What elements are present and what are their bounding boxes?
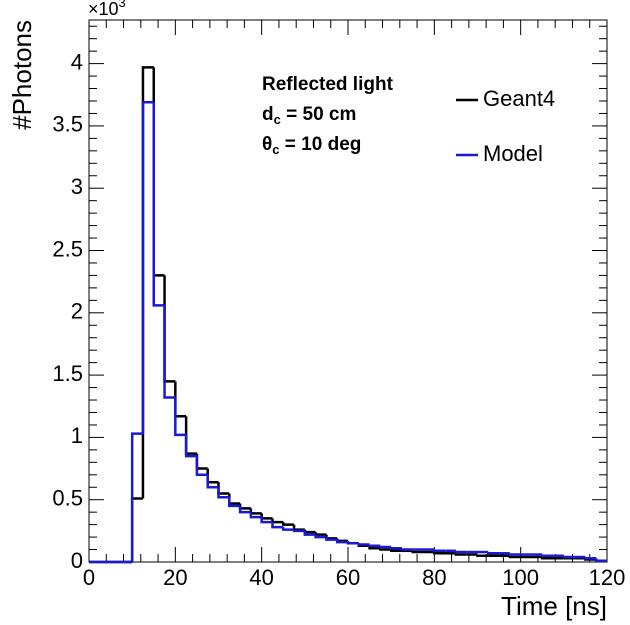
y-tick-label: 0.5 bbox=[52, 486, 83, 511]
y-tick-label: 1.5 bbox=[52, 361, 83, 386]
histogram-bin bbox=[541, 554, 554, 558]
histogram-bin bbox=[195, 456, 208, 477]
histogram-bin bbox=[163, 275, 176, 383]
histogram-bin bbox=[541, 557, 554, 560]
histogram-bin bbox=[314, 532, 327, 536]
histogram-bin bbox=[389, 549, 402, 553]
histogram-bin bbox=[314, 534, 327, 539]
histogram-bin bbox=[249, 512, 262, 519]
histogram-bin bbox=[206, 474, 219, 489]
histogram-bin bbox=[584, 557, 597, 560]
histogram-bin bbox=[174, 381, 187, 418]
annotation-rest: = 50 cm bbox=[281, 104, 357, 125]
legend-label: Geant4 bbox=[483, 86, 555, 111]
histogram-bin bbox=[141, 100, 154, 434]
histogram-bin bbox=[228, 493, 241, 505]
histogram-bin bbox=[260, 513, 273, 520]
histogram-bin bbox=[292, 529, 305, 533]
histogram-bin bbox=[238, 503, 251, 510]
histogram-bin bbox=[325, 534, 338, 540]
histogram-bin bbox=[292, 524, 305, 531]
annotation: dc = 50 cm bbox=[262, 104, 356, 127]
y-tick-label: 3.5 bbox=[52, 112, 83, 137]
histogram-bin bbox=[130, 432, 143, 562]
histogram-bin bbox=[152, 102, 165, 307]
histogram-bin bbox=[508, 553, 521, 556]
histogram-bin bbox=[206, 468, 219, 484]
annotation: θc = 10 deg bbox=[262, 134, 361, 157]
y-tick-label: 1 bbox=[71, 423, 83, 448]
histogram-bin bbox=[238, 505, 251, 514]
histogram-bin bbox=[454, 550, 467, 554]
annotation-sub: c bbox=[274, 112, 281, 127]
histogram-bin bbox=[476, 554, 489, 558]
x-tick-label: 0 bbox=[83, 565, 95, 590]
histogram-bin bbox=[303, 530, 316, 536]
histogram-bin bbox=[217, 487, 230, 499]
histogram-bin bbox=[335, 538, 348, 543]
x-tick-label: 120 bbox=[589, 565, 626, 590]
histogram-bin bbox=[379, 548, 392, 551]
histogram-bin bbox=[184, 434, 197, 458]
histogram-bin bbox=[174, 397, 187, 437]
x-tick-label: 40 bbox=[249, 565, 273, 590]
histogram-bin bbox=[271, 518, 284, 524]
histogram-bin bbox=[271, 522, 284, 529]
histogram-bin bbox=[141, 66, 154, 499]
histogram-bin bbox=[335, 539, 348, 544]
histogram-bin bbox=[562, 555, 575, 559]
histogram-bin bbox=[217, 482, 230, 495]
histogram-bin bbox=[228, 497, 241, 508]
histogram-bin bbox=[195, 453, 208, 470]
histogram-bin bbox=[433, 552, 446, 555]
histogram-bin bbox=[487, 552, 500, 555]
y-axis-label: #Photons bbox=[7, 20, 37, 130]
histogram-bin bbox=[379, 545, 392, 549]
histogram-bin bbox=[411, 550, 424, 554]
histogram-bin bbox=[389, 547, 402, 550]
y-tick-label: 0 bbox=[71, 548, 83, 573]
annotation-main: d bbox=[262, 104, 274, 125]
histogram-bin bbox=[282, 527, 295, 531]
histogram-bin bbox=[303, 529, 316, 534]
histogram-bin bbox=[594, 558, 607, 563]
histogram-bin bbox=[400, 548, 413, 551]
histogram-bin bbox=[325, 537, 338, 541]
histogram-bin bbox=[508, 555, 521, 559]
histogram-bin bbox=[260, 517, 273, 524]
multiplier-base: ×10 bbox=[88, 0, 119, 19]
annotation-rest: = 10 deg bbox=[280, 134, 362, 155]
histogram-bin bbox=[184, 416, 197, 455]
annotation-main: Reflected light bbox=[262, 74, 394, 95]
histogram-bin bbox=[152, 67, 165, 277]
x-tick-label: 60 bbox=[336, 565, 360, 590]
histogram-bin bbox=[433, 549, 446, 553]
histogram-bin bbox=[282, 522, 295, 526]
annotation-main: θ bbox=[262, 134, 272, 155]
x-axis-label: Time [ns] bbox=[501, 591, 607, 621]
histogram-bin bbox=[357, 543, 370, 546]
annotation-sub: c bbox=[272, 142, 279, 157]
x-tick-label: 20 bbox=[163, 565, 187, 590]
y-tick-label: 3 bbox=[71, 174, 83, 199]
x-tick-label: 80 bbox=[422, 565, 446, 590]
y-tick-label: 2 bbox=[71, 299, 83, 324]
histogram-bin bbox=[130, 497, 143, 562]
histogram-bin bbox=[249, 508, 262, 515]
histogram-bin bbox=[346, 542, 359, 545]
y-multiplier: ×103 bbox=[88, 0, 126, 19]
histogram-bin bbox=[368, 544, 381, 548]
multiplier-exponent: 3 bbox=[119, 0, 126, 10]
y-tick-label: 4 bbox=[71, 49, 83, 74]
annotation: Reflected light bbox=[262, 74, 394, 95]
x-tick-label: 100 bbox=[502, 565, 539, 590]
histogram-bin bbox=[454, 553, 467, 556]
histogram-bin bbox=[163, 305, 176, 399]
y-tick-label: 2.5 bbox=[52, 236, 83, 261]
histogram-series bbox=[89, 100, 607, 564]
legend-label: Model bbox=[483, 141, 543, 166]
